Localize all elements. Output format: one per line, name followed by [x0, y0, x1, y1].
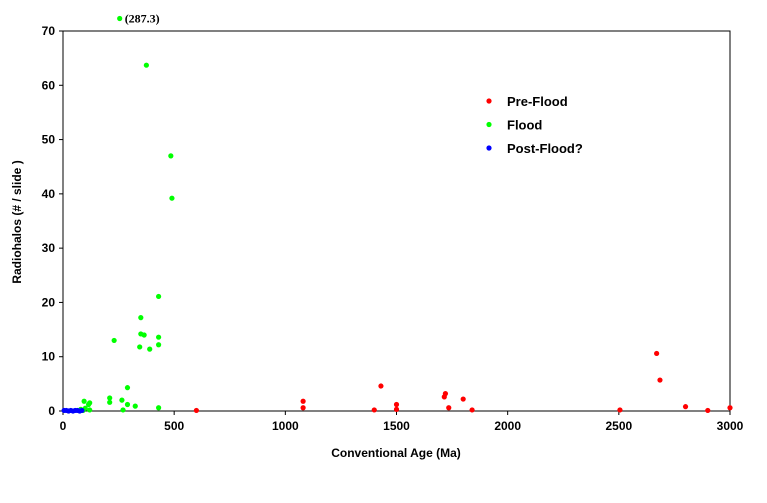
data-point-flood [156, 293, 162, 300]
data-point-pre-flood [705, 407, 711, 414]
legend-marker-post-flood [486, 145, 492, 151]
legend-label-pre-flood: Pre-Flood [507, 94, 568, 109]
y-axis-title: Radiohalos (# / slide ) [10, 160, 24, 283]
legend-marker-pre-flood [486, 98, 492, 104]
data-point-flood [107, 399, 113, 405]
data-point-pre-flood [393, 401, 400, 408]
data-point-pre-flood [657, 377, 663, 383]
plot-area [62, 30, 731, 412]
data-point-post-flood [79, 407, 85, 414]
data-point-flood [81, 398, 87, 404]
x-tick-label: 1500 [383, 419, 410, 433]
data-point-flood [87, 407, 93, 413]
legend-label-post-flood: Post-Flood? [507, 141, 583, 156]
x-tick-label: 2000 [494, 419, 521, 433]
data-point-pre-flood [300, 405, 306, 411]
y-tick-label: 50 [42, 133, 56, 147]
data-point-pre-flood [469, 407, 475, 413]
data-point-flood [138, 315, 144, 321]
y-tick-label: 30 [42, 241, 56, 255]
data-point-flood [124, 385, 131, 391]
x-tick-label: 3000 [717, 419, 744, 433]
data-point-flood [117, 15, 123, 22]
data-point-flood [119, 397, 125, 403]
x-axis-title: Conventional Age (Ma) [331, 446, 461, 460]
data-point-pre-flood [617, 407, 623, 413]
x-tick-label: 0 [60, 419, 67, 433]
data-point-pre-flood [393, 406, 400, 412]
x-tick-label: 2500 [605, 419, 632, 433]
data-point-flood [156, 342, 162, 348]
annotation-label: (287.3) [125, 12, 160, 26]
data-point-pre-flood [446, 405, 452, 411]
y-tick-label: 70 [42, 24, 56, 38]
y-tick-label: 20 [42, 295, 56, 309]
x-tick-label: 1000 [272, 419, 299, 433]
y-tick-label: 10 [42, 350, 56, 364]
data-point-flood [143, 62, 149, 68]
data-point-flood [141, 332, 147, 338]
data-point-flood [147, 346, 153, 352]
legend-label-flood: Flood [507, 118, 542, 133]
data-point-pre-flood [371, 407, 377, 413]
data-point-flood [120, 407, 126, 413]
y-tick-label: 60 [42, 78, 56, 92]
x-tick-label: 500 [164, 419, 184, 433]
legend-marker-flood [486, 121, 492, 128]
data-point-pre-flood [193, 407, 199, 414]
data-point-flood [168, 153, 174, 159]
data-point-flood [85, 401, 92, 408]
data-point-pre-flood [442, 391, 449, 397]
data-point-flood [124, 401, 131, 408]
data-point-pre-flood [727, 405, 733, 411]
data-point-flood [137, 344, 143, 350]
data-point-flood [156, 405, 162, 411]
data-point-pre-flood [682, 404, 689, 410]
y-tick-label: 40 [42, 187, 56, 201]
data-point-pre-flood [378, 383, 384, 389]
data-point-flood [111, 337, 117, 344]
data-point-pre-flood [300, 398, 306, 404]
data-point-flood [132, 403, 138, 409]
data-point-flood [169, 195, 175, 201]
data-point-pre-flood [654, 350, 660, 357]
data-point-flood [156, 334, 162, 340]
data-point-pre-flood [460, 396, 466, 402]
data-point-flood [107, 395, 113, 401]
y-tick-label: 0 [48, 404, 55, 418]
